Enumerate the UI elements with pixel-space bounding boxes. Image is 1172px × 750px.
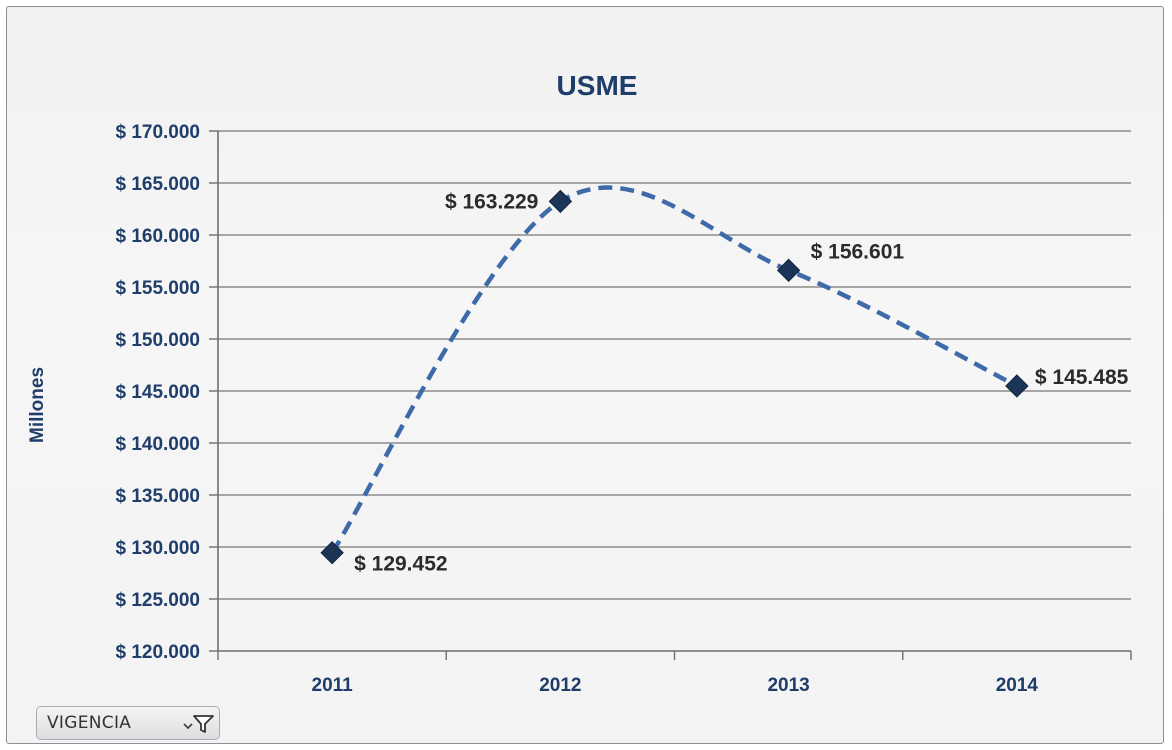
axes [209, 130, 1132, 660]
data-label: $ 156.601 [811, 240, 905, 263]
line-chart: USME Millones $ 120.000 $ 125.000 $ 130.00… [27, 70, 1132, 696]
y-tick-label: $ 150.000 [115, 330, 200, 351]
x-tick-label: 2011 [312, 675, 354, 696]
filter-dropdown-icon [183, 715, 214, 733]
y-tick-label: $ 140.000 [115, 434, 200, 455]
chart-frame: USME Millones $ 120.000 $ 125.000 $ 130.00… [6, 6, 1164, 744]
filter-label: VIGENCIA [47, 713, 132, 733]
data-label: $ 163.229 [445, 190, 538, 213]
x-tick-label: 2014 [996, 675, 1039, 696]
chart-title: USME [557, 70, 638, 101]
x-tick-label: 2012 [539, 675, 581, 696]
y-tick-label: $ 160.000 [115, 226, 200, 247]
series-line [330, 185, 1018, 554]
data-markers [320, 189, 1029, 565]
x-tick-labels: 2011 2012 2013 2014 [312, 675, 1039, 696]
y-tick-label: $ 135.000 [115, 486, 200, 507]
y-tick-label: $ 125.000 [115, 590, 200, 611]
data-point-marker [1005, 374, 1029, 398]
y-tick-label: $ 120.000 [115, 642, 200, 663]
vigencia-filter-button[interactable]: VIGENCIA [36, 706, 220, 740]
series-lines [330, 185, 1018, 554]
x-tick-label: 2013 [767, 675, 809, 696]
y-tick-labels: $ 120.000 $ 125.000 $ 130.000 $ 135.000 $ 14… [115, 122, 200, 663]
gridlines [218, 130, 1131, 600]
y-tick-label: $ 155.000 [115, 278, 200, 299]
y-tick-label: $ 130.000 [115, 538, 200, 559]
data-label: $ 129.452 [354, 553, 447, 576]
y-tick-label: $ 170.000 [115, 122, 200, 143]
y-tick-label: $ 165.000 [115, 174, 200, 195]
data-point-marker [320, 540, 344, 565]
data-point-marker [776, 258, 801, 283]
data-point-marker [548, 189, 573, 214]
y-axis-label: Millones [27, 367, 48, 443]
y-tick-label: $ 145.000 [115, 382, 200, 403]
data-labels: $ 129.452 $ 163.229 $ 156.601 $ 145.485 [354, 190, 1128, 575]
data-label: $ 145.485 [1035, 366, 1129, 389]
